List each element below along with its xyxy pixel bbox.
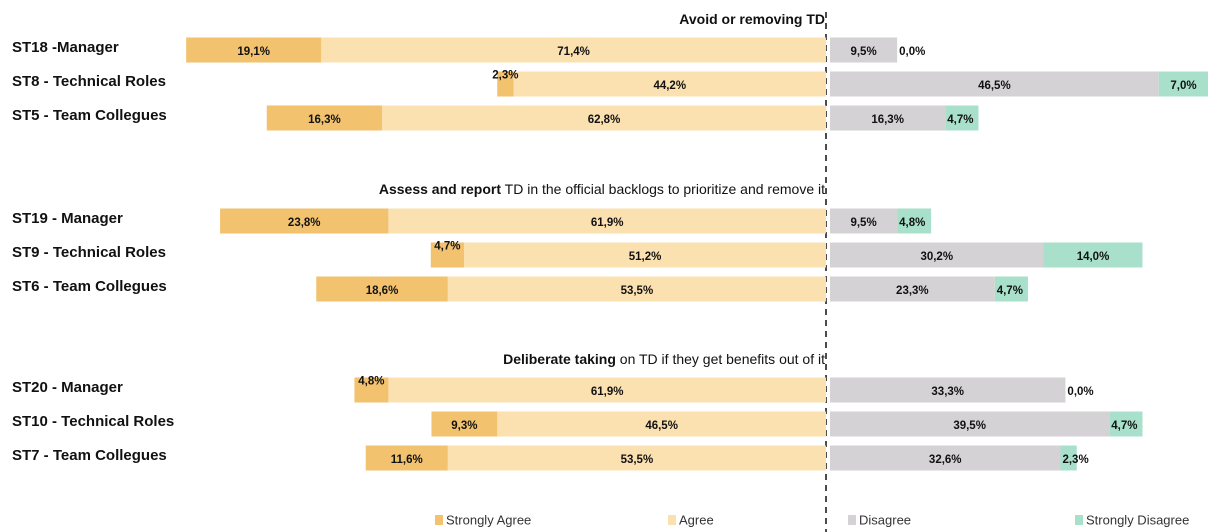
category-label: ST7 - Team Collegues [12, 447, 167, 464]
bar-segment [830, 105, 946, 131]
category-label: ST8 - Technical Roles [12, 73, 166, 90]
bar-segment [830, 71, 1159, 97]
bar-segment [464, 242, 826, 268]
bar-segment [431, 411, 498, 437]
category-label: ST5 - Team Collegues [12, 107, 167, 124]
bar-segment [186, 37, 322, 63]
group-title: Avoid or removing TD [679, 11, 825, 27]
legend-label: Agree [679, 512, 714, 527]
legend-swatch [435, 515, 443, 525]
bar-segment [830, 411, 1110, 437]
value-label: 9,5% [850, 46, 876, 58]
bar-segment [447, 445, 826, 471]
value-label: 11,6% [391, 454, 423, 466]
bar-segment [354, 377, 389, 403]
bar-segment [497, 71, 514, 97]
bar-segment [382, 105, 826, 131]
bar-segment [388, 377, 826, 403]
legend-swatch [848, 515, 856, 525]
title-text: on TD if they get benefits out of it [616, 351, 825, 367]
bar-segment [365, 445, 448, 471]
bar-segment [266, 105, 383, 131]
value-label: 14,0% [1077, 251, 1110, 263]
value-label: 51,2% [629, 251, 662, 263]
category-label: ST10 - Technical Roles [12, 413, 174, 430]
value-label: 4,8% [899, 217, 925, 229]
category-label: ST20 - Manager [12, 379, 123, 396]
category-label: ST19 - Manager [12, 210, 123, 227]
value-label: 4,7% [997, 285, 1023, 297]
bar-segment [994, 276, 1028, 302]
value-label: 23,3% [896, 285, 929, 297]
bar-segment [447, 276, 826, 302]
value-label: 19,1% [237, 46, 270, 58]
title-bold: Assess and report [379, 181, 501, 197]
value-label: 61,9% [591, 386, 624, 398]
value-label: 33,3% [931, 386, 964, 398]
value-label: 0,0% [1067, 386, 1093, 398]
value-label: 16,3% [308, 114, 341, 126]
bar-segment [830, 242, 1044, 268]
bar-segment [830, 445, 1061, 471]
legend-label: Disagree [859, 512, 911, 527]
value-label: 44,2% [653, 80, 686, 92]
title-bold: Deliberate taking [503, 351, 616, 367]
value-label: 7,0% [1170, 80, 1196, 92]
value-label: 4,7% [434, 241, 460, 253]
value-label: 46,5% [978, 80, 1011, 92]
value-label: 46,5% [645, 420, 678, 432]
value-label: 18,6% [366, 285, 399, 297]
bar-segment [830, 276, 995, 302]
bar-segment [1043, 242, 1143, 268]
value-label: 4,8% [358, 376, 384, 388]
bar-segment [388, 208, 826, 234]
legend-swatch [668, 515, 676, 525]
category-label: ST9 - Technical Roles [12, 244, 166, 261]
category-label: ST6 - Team Collegues [12, 278, 167, 295]
value-label: 23,8% [288, 217, 321, 229]
value-label: 71,4% [557, 46, 590, 58]
bar-segment [316, 276, 448, 302]
bar-segment [1158, 71, 1208, 97]
bar-segment [1060, 445, 1077, 471]
value-label: 62,8% [588, 114, 621, 126]
bar-segment [1109, 411, 1143, 437]
bar-segment [830, 377, 1066, 403]
legend-label: Strongly Agree [446, 512, 531, 527]
legend-label: Strongly Disagree [1086, 512, 1189, 527]
value-label: 9,3% [451, 420, 477, 432]
bar-segment [513, 71, 826, 97]
bar-segment [897, 208, 932, 234]
legend-swatch [1075, 515, 1083, 525]
bar-segment [321, 37, 826, 63]
value-label: 39,5% [953, 420, 986, 432]
value-label: 61,9% [591, 217, 624, 229]
group-title: Assess and report TD in the official bac… [379, 181, 825, 197]
value-label: 53,5% [621, 454, 654, 466]
title-bold: Avoid or removing TD [679, 11, 825, 27]
value-label: 32,6% [929, 454, 962, 466]
value-label: 16,3% [871, 114, 904, 126]
category-label: ST18 -Manager [12, 39, 119, 56]
bar-segment [830, 37, 898, 63]
bar-segment [497, 411, 826, 437]
value-label: 2,3% [1062, 454, 1088, 466]
value-label: 53,5% [621, 285, 654, 297]
value-label: 2,3% [492, 70, 518, 82]
value-label: 9,5% [850, 217, 876, 229]
group-title: Deliberate taking on TD if they get bene… [503, 351, 825, 367]
bar-segment [945, 105, 979, 131]
bar-segment [220, 208, 389, 234]
value-label: 4,7% [947, 114, 973, 126]
value-label: 30,2% [920, 251, 953, 263]
value-label: 0,0% [899, 46, 925, 58]
value-label: 4,7% [1111, 420, 1137, 432]
bar-segment [830, 208, 898, 234]
title-text: TD in the official backlogs to prioritiz… [501, 181, 825, 197]
bar-segment [430, 242, 465, 268]
